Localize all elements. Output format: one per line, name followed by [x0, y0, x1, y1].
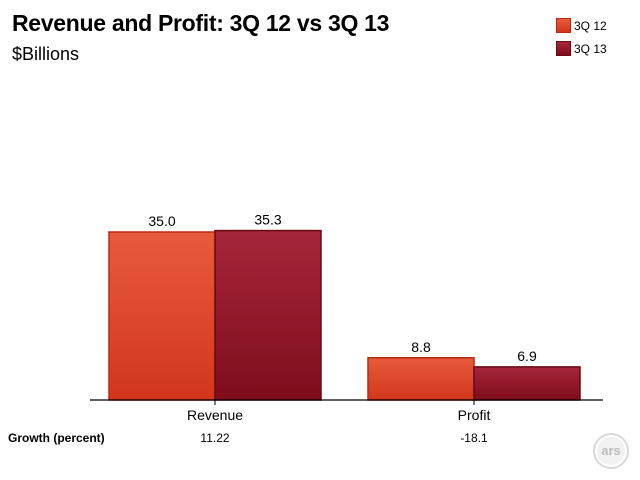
legend-item-3q12: 3Q 12 [556, 17, 607, 34]
ars-logo-text: ars [601, 443, 621, 458]
ars-logo: ars [593, 433, 629, 469]
growth-value-profit: -18.1 [460, 431, 488, 445]
growth-label: Growth (percent) [8, 431, 105, 445]
bar-profit-3q13 [473, 366, 581, 401]
data-label-profit-3q12: 8.8 [411, 339, 431, 355]
bar-revenue-3q12 [108, 231, 216, 401]
data-label-revenue-3q13: 35.3 [254, 212, 281, 228]
legend-label-3q13: 3Q 13 [574, 41, 607, 56]
chart-title: Revenue and Profit: 3Q 12 vs 3Q 13 [12, 10, 390, 36]
legend-swatch-3q12 [556, 18, 571, 33]
legend-label-3q12: 3Q 12 [574, 18, 607, 33]
data-label-profit-3q13: 6.9 [517, 348, 537, 364]
bar-profit-3q12 [367, 357, 475, 401]
bar-revenue-3q13 [214, 229, 322, 401]
data-label-revenue-3q12: 35.0 [148, 213, 175, 229]
legend-item-3q13: 3Q 13 [556, 40, 607, 57]
x-tick-label-revenue: Revenue [187, 407, 243, 423]
growth-value-revenue: 11.22 [200, 431, 229, 445]
chart-subtitle: $Billions [12, 44, 80, 64]
x-tick-label-profit: Profit [458, 407, 491, 423]
legend: 3Q 12 3Q 13 [556, 17, 607, 63]
legend-swatch-3q13 [556, 41, 571, 56]
